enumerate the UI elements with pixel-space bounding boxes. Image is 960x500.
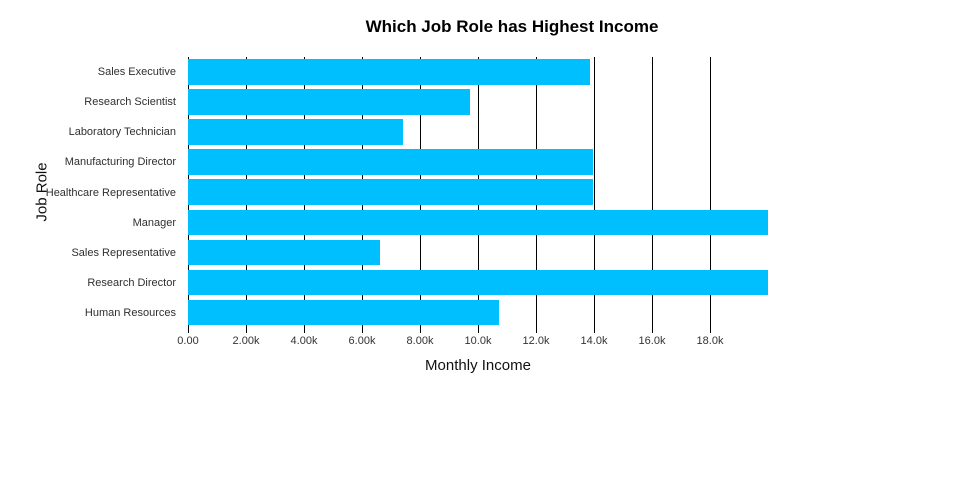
x-tick-mark xyxy=(478,328,479,333)
x-tick-label: 18.0k xyxy=(696,335,724,347)
plot-area xyxy=(188,57,768,328)
chart-title: Which Job Role has Highest Income xyxy=(365,17,659,36)
x-tick-label: 4.00k xyxy=(290,335,318,347)
x-tick-label: 0.00 xyxy=(177,335,199,347)
x-tick-label: 8.00k xyxy=(406,335,434,347)
x-tick-mark xyxy=(188,328,189,333)
y-axis-label: Human Resources xyxy=(84,306,176,319)
x-tick-label: 14.0k xyxy=(580,335,608,347)
gridline xyxy=(594,57,596,328)
x-tick-mark xyxy=(652,328,654,333)
bar-human-resources xyxy=(188,299,500,326)
x-tick-label: 10.0k xyxy=(464,335,492,347)
x-tick-mark xyxy=(710,328,712,333)
y-axis-label: Manufacturing Director xyxy=(64,156,176,169)
gridline xyxy=(652,57,654,328)
x-tick-mark xyxy=(304,328,305,333)
x-tick-label: 2.00k xyxy=(232,335,260,347)
y-axis-label: Laboratory Technician xyxy=(68,126,176,139)
x-tick-mark xyxy=(594,328,596,333)
x-tick-label: 6.00k xyxy=(348,335,376,347)
y-axis-label: Sales Executive xyxy=(97,66,176,79)
x-tick-mark xyxy=(420,328,421,333)
y-axis-label: Manager xyxy=(132,216,176,229)
bar-research-director xyxy=(188,269,768,296)
x-tick-mark xyxy=(362,328,363,333)
bar-sales-executive xyxy=(188,59,591,85)
y-axis-label: Research Scientist xyxy=(84,96,176,109)
y-axis-label: Healthcare Representative xyxy=(45,186,176,199)
x-tick-label: 16.0k xyxy=(638,335,666,347)
x-axis-title: Monthly Income xyxy=(425,357,531,374)
y-axis-label: Sales Representative xyxy=(71,246,176,259)
bar-laboratory-technician xyxy=(188,119,403,145)
x-tick-mark xyxy=(246,328,247,333)
bar-healthcare-representative xyxy=(188,179,594,206)
bar-sales-representative xyxy=(188,239,381,266)
gridline xyxy=(710,57,712,328)
y-axis-label: Research Director xyxy=(87,276,176,289)
bar-manager xyxy=(188,209,768,236)
x-tick-label: 12.0k xyxy=(522,335,550,347)
bar-research-scientist xyxy=(188,89,470,115)
bar-manufacturing-director xyxy=(188,149,594,175)
x-tick-mark xyxy=(536,328,538,333)
y-axis-labels: Sales Executive Research Scientist Laborat… xyxy=(0,57,182,328)
